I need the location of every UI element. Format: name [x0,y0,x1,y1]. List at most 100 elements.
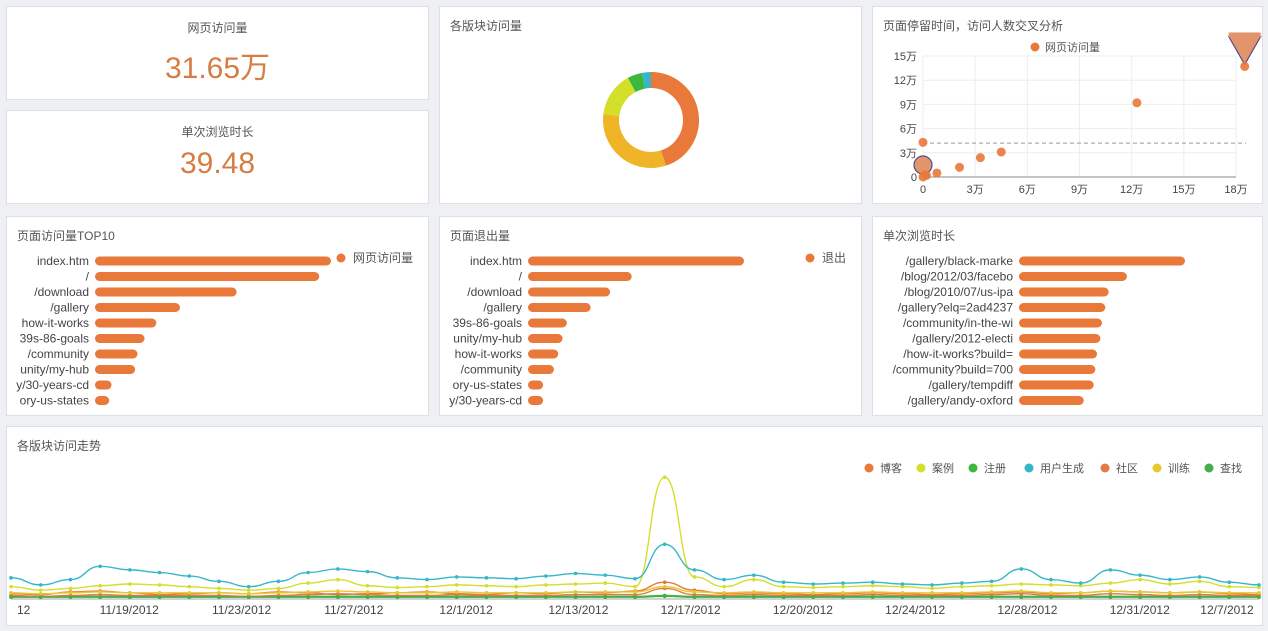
trend-series-point [187,574,192,578]
trend-series-point [1078,583,1083,588]
trend-series-point [781,584,786,589]
trend-series-point [1108,589,1113,593]
exits-legend-marker [805,253,815,263]
trend-series-point [900,582,905,586]
duration-bar [1019,334,1101,343]
trend-series-point [9,591,13,595]
scatter-ytick-label: 9万 [900,99,917,111]
exits-bar [528,272,632,281]
trend-series-point [484,591,489,595]
top10-bar [95,365,136,374]
trend-series-point [9,595,13,600]
scatter-chart: 网页访问量 0 3万 6万 9万 12万 15万 0 3万 6万 9万 12万 15万 18万 [894,32,1262,196]
trend-series-point [276,591,281,595]
trend-series-point [811,585,816,590]
trend-series-point [930,586,934,591]
trend-series-point [573,582,578,586]
exits-title: 页面退出量 [450,229,511,243]
trend-legend-marker [1204,463,1214,473]
trend-series-point [68,595,73,600]
trend-series-point [781,580,786,585]
trend-series-point [336,567,340,571]
trend-legend-label: 查找 [1220,461,1242,475]
duration-bar [1019,380,1094,390]
trend-series-point [900,584,905,589]
trend-series-point [900,591,905,595]
trend-series-point [960,581,964,585]
trend-series-point [870,580,875,585]
kpi-page-views-value: 31.65万 [164,52,271,85]
trend-series-point [98,592,102,597]
trend-series-point [395,585,400,590]
trend-x-label: 12/13/2012 [548,603,608,617]
trend-x-label: 12/31/2012 [1110,603,1170,617]
trend-series-point [544,583,548,587]
trend-series-point [128,582,132,586]
trend-legend-label: 训练 [1168,461,1190,475]
trend-series-point [811,595,816,600]
trend-series-point [514,591,518,595]
trend-series-point [187,591,192,595]
trend-series-point [38,591,43,596]
trend-series-point [603,573,608,577]
kpi-duration-panel: 单次浏览时长 39.48 [6,110,429,204]
kpi-duration-value: 39.48 [179,147,256,180]
trend-chart: 博客 案例 注册 用户生成 社区 训练 查找 12 11/19/2012 11/23/2012 11… [9,461,1261,617]
exits-bar [528,256,744,266]
trend-series-point [336,577,340,582]
duration-category-label: /gallery/tempdiff [929,378,1014,392]
trend-series-point [752,577,756,582]
donut-slice-2 [603,77,636,117]
trend-series-point [306,590,310,594]
trend-series-point [752,590,756,594]
duration-chart: /gallery/black-marke/blog/2012/03/facebo… [893,254,1185,408]
scatter-xtick-label: 12万 [1120,184,1143,196]
trend-series-point [633,584,637,589]
trend-series-point [246,588,251,592]
trend-series-point [68,586,73,591]
scatter-point [921,170,931,180]
trend-x-label: 12/20/2012 [773,603,833,617]
top10-category-label: y/30-years-cd [16,378,89,392]
trend-legend-label: 案例 [932,461,954,475]
duration-bar [1019,396,1084,405]
trend-series-point [1257,583,1261,587]
top10-category-label: /gallery [50,301,89,315]
trend-series-point [1108,595,1113,600]
trend-series-point [98,595,102,600]
trend-series-point [752,573,756,577]
trend-series-point [276,595,281,600]
exits-category-label: index.htm [470,254,522,268]
scatter-xtick-label: 15万 [1172,184,1195,196]
duration-bar [1019,349,1098,359]
top10-category-label: / [86,270,90,284]
trend-legend-marker [1100,463,1110,473]
trend-series-point [514,576,518,581]
trend-series-point [870,583,875,588]
exits-legend-label: 退出 [822,251,846,265]
trend-x-label: 12/24/2012 [885,603,945,617]
trend-series-point [930,583,934,587]
scatter-xtick-label: 6万 [1019,184,1036,196]
trend-series-point [781,591,786,595]
trend-series-point [276,586,281,591]
top10-category-label: /community [28,347,89,361]
trend-series-point [1049,595,1053,600]
donut-panel: 各版块访问量 [439,6,862,204]
top10-bar [95,272,320,281]
scatter-legend-label: 网页访问量 [1045,41,1100,54]
top10-category-label: index.htm [37,254,89,268]
trend-series-point [128,568,132,572]
trend-series-point [484,576,489,580]
trend-series-point [9,576,13,580]
trend-series-point [1108,568,1113,572]
trend-series-point [246,591,251,596]
trend-series-point [1019,589,1024,593]
top10-bar [95,396,110,405]
trend-legend-label: 社区 [1116,461,1138,475]
trend-series-point [573,590,578,594]
top10-bar [95,380,112,390]
trend-series-point [960,591,964,595]
exits-category-label: / [519,270,523,284]
